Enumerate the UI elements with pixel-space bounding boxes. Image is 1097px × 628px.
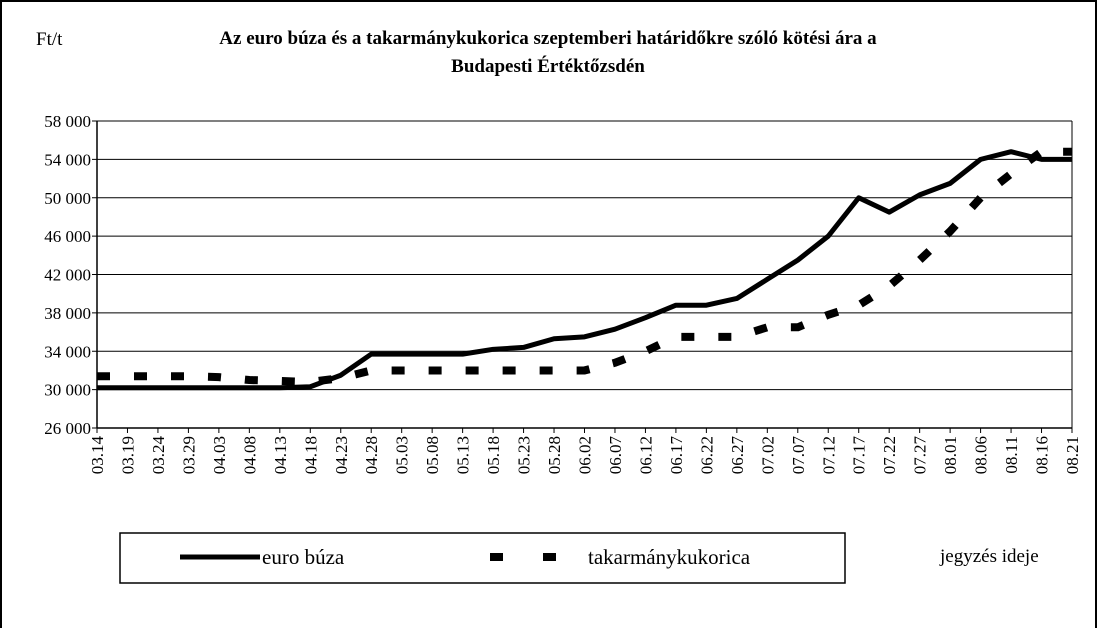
x-tick-label: 06.17 bbox=[667, 436, 686, 475]
x-tick-label: 04.13 bbox=[271, 436, 290, 474]
x-tick-label: 03.29 bbox=[179, 436, 198, 474]
y-tick-label: 50 000 bbox=[44, 189, 91, 208]
x-tick-label: 08.01 bbox=[941, 436, 960, 474]
x-tick-label: 06.02 bbox=[576, 436, 595, 474]
y-tick-label: 54 000 bbox=[44, 150, 91, 169]
y-axis-label: Ft/t bbox=[36, 29, 63, 50]
series-line bbox=[97, 149, 1072, 391]
y-tick-label: 34 000 bbox=[44, 342, 91, 361]
x-tick-label: 06.22 bbox=[697, 436, 716, 474]
x-tick-label: 08.16 bbox=[1033, 436, 1052, 474]
y-tick-label: 58 000 bbox=[44, 112, 91, 131]
legend bbox=[119, 532, 846, 584]
x-tick-label: 04.08 bbox=[240, 436, 259, 474]
x-tick-label: 07.07 bbox=[789, 436, 808, 475]
x-tick-label: 07.12 bbox=[819, 436, 838, 474]
x-tick-label: 06.12 bbox=[636, 436, 655, 474]
x-tick-label: 04.18 bbox=[301, 436, 320, 474]
x-axis-label: jegyzés ideje bbox=[939, 546, 1039, 567]
x-tick-label: 03.19 bbox=[118, 436, 137, 474]
y-tick-label: 26 000 bbox=[44, 419, 91, 438]
chart-title: Budapesti Értéktőzsdén bbox=[451, 55, 645, 77]
x-tick-label: 07.27 bbox=[911, 436, 930, 475]
x-tick-label: 08.21 bbox=[1063, 436, 1082, 474]
x-tick-label: 05.18 bbox=[484, 436, 503, 474]
legend-label: euro búza bbox=[262, 545, 345, 569]
x-tick-label: 03.14 bbox=[88, 436, 107, 475]
x-tick-label: 07.02 bbox=[758, 436, 777, 474]
x-tick-label: 05.03 bbox=[393, 436, 412, 474]
series-line bbox=[97, 147, 1072, 386]
x-tick-label: 04.03 bbox=[210, 436, 229, 474]
x-tick-label: 08.11 bbox=[1002, 436, 1021, 474]
x-tick-label: 05.28 bbox=[545, 436, 564, 474]
x-tick-label: 08.06 bbox=[972, 436, 991, 474]
legend-label: takarmánykukorica bbox=[588, 545, 751, 569]
x-tick-label: 07.17 bbox=[850, 436, 869, 475]
x-tick-label: 03.24 bbox=[149, 436, 168, 475]
y-tick-label: 42 000 bbox=[44, 266, 91, 285]
y-tick-label: 46 000 bbox=[44, 227, 91, 246]
x-tick-label: 06.27 bbox=[728, 436, 747, 475]
x-tick-label: 05.13 bbox=[454, 436, 473, 474]
x-tick-label: 04.28 bbox=[362, 436, 381, 474]
x-tick-label: 06.07 bbox=[606, 436, 625, 475]
chart-title: Az euro búza és a takarmánykukorica szep… bbox=[219, 28, 877, 49]
x-tick-label: 05.23 bbox=[515, 436, 534, 474]
x-tick-label: 07.22 bbox=[880, 436, 899, 474]
y-tick-label: 38 000 bbox=[44, 304, 91, 323]
x-tick-label: 05.08 bbox=[423, 436, 442, 474]
y-tick-label: 30 000 bbox=[44, 381, 91, 400]
x-tick-label: 04.23 bbox=[332, 436, 351, 474]
